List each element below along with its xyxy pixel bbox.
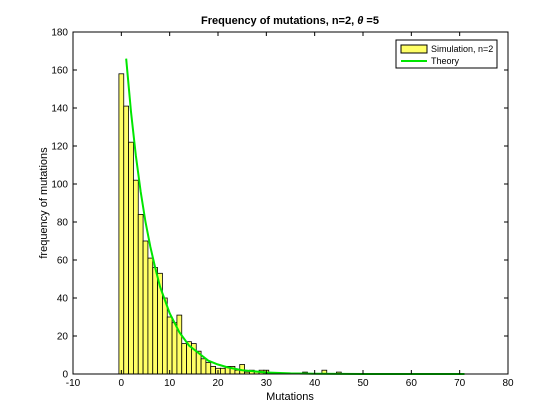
x-tick-label-4: 30: [261, 378, 273, 389]
legend: Simulation, n=2 Theory: [395, 39, 498, 69]
chart-title-suffix: =5: [363, 15, 379, 27]
y-tick-label-0: 0: [62, 370, 68, 381]
x-axis-ticks: -10 0 10 20 30 40 50 60 70 80: [66, 32, 514, 389]
histogram-bar-3: [133, 179, 139, 375]
y-tick-label-1: 20: [57, 332, 69, 343]
y-tick-label-3: 60: [57, 256, 69, 267]
legend-label-theory: Theory: [431, 56, 460, 66]
chart-title: Frequency of mutations, n=2, θ =5: [201, 15, 379, 27]
histogram-bar-11: [171, 322, 178, 375]
y-tick-label-4: 80: [57, 218, 69, 229]
histogram-bar-7: [152, 267, 158, 375]
histogram-bar-1: [123, 105, 129, 375]
x-tick-label-9: 80: [502, 378, 514, 389]
x-tick-label-3: 20: [212, 378, 224, 389]
y-axis-ticks: 0 20 40 60 80 100 120 140 160 180: [51, 28, 508, 381]
histogram-bar-9: [162, 297, 168, 375]
y-tick-label-8: 160: [51, 66, 68, 77]
x-tick-label-5: 40: [309, 378, 321, 389]
histogram-bar-24: [234, 369, 241, 375]
x-tick-label-2: 10: [164, 378, 176, 389]
histogram-bar-10: [166, 316, 173, 375]
histogram-bar-6: [147, 257, 154, 375]
y-axis-label: frequency of mutations: [38, 147, 50, 259]
histogram-bar-5: [142, 240, 149, 375]
x-tick-label-7: 60: [406, 378, 418, 389]
legend-swatch-simulation: [400, 44, 428, 54]
histogram-bar-19: [210, 365, 216, 375]
histogram-bar-17: [200, 358, 207, 375]
legend-label-simulation: Simulation, n=2: [431, 44, 493, 54]
x-tick-label-6: 50: [357, 378, 369, 389]
y-tick-label-2: 40: [57, 294, 69, 305]
y-tick-label-5: 100: [51, 180, 68, 191]
x-axis-label: Mutations: [266, 391, 314, 403]
histogram-bar-2: [128, 141, 134, 375]
x-tick-label-8: 70: [454, 378, 466, 389]
plot-frame: [72, 31, 509, 375]
y-tick-label-9: 180: [51, 28, 68, 39]
chart-title-theta: θ: [357, 15, 363, 27]
chart-title-text: Frequency of mutations, n=2,: [201, 15, 357, 27]
histogram-bar-18: [205, 362, 212, 375]
y-tick-label-7: 140: [51, 104, 68, 115]
histogram-bar-4: [137, 213, 144, 375]
histogram-bar-13: [181, 343, 187, 375]
histogram-bar-0: [118, 73, 125, 375]
x-tick-label-1: 0: [119, 378, 125, 389]
y-tick-label-6: 120: [51, 142, 68, 153]
histogram-bar-21: [220, 367, 226, 375]
x-tick-label-0: -10: [66, 378, 81, 389]
histogram-bar-12: [176, 314, 183, 375]
